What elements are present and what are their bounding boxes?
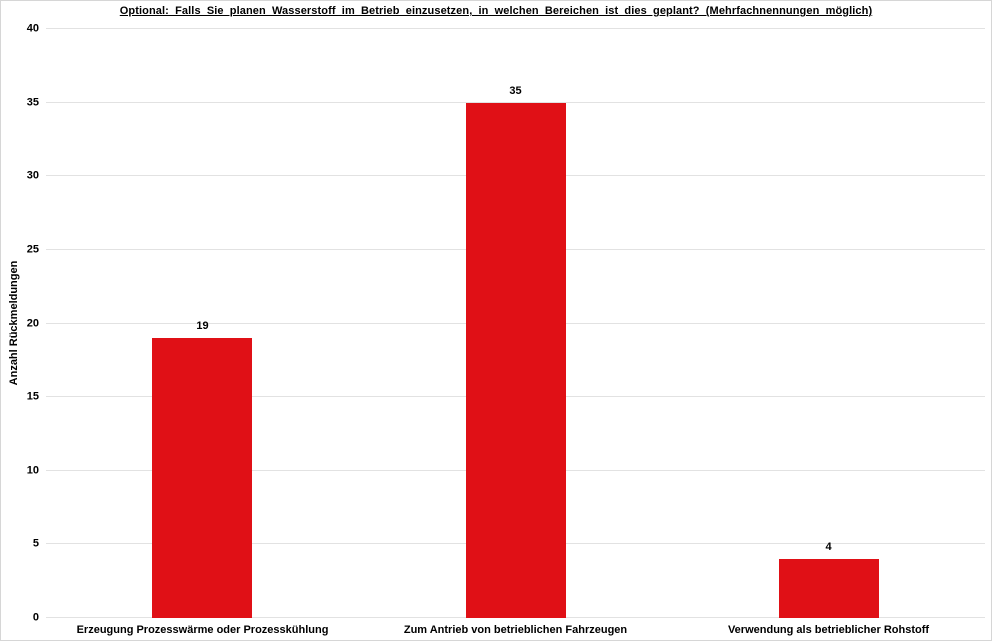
plot-area: 19 35 4	[46, 28, 985, 618]
bar-value-label: 4	[825, 541, 832, 554]
y-tick-label: 30	[26, 169, 39, 182]
bar	[152, 338, 253, 618]
y-tick-label: 0	[32, 611, 39, 624]
bar-value-label: 19	[196, 320, 209, 333]
y-axis-ticks: 0 5 10 15 20 25 30 35 40	[1, 23, 39, 623]
bar	[465, 102, 566, 618]
x-axis-labels: Erzeugung Prozesswärme oder Prozesskühlu…	[46, 618, 985, 640]
y-tick-label: 20	[26, 317, 39, 329]
bar-value-label: 35	[509, 84, 522, 97]
gridline	[46, 101, 985, 103]
chart-title: Optional: Falls Sie planen Wasserstoff i…	[119, 5, 873, 17]
y-tick-label: 10	[26, 464, 39, 477]
x-category-label: Erzeugung Prozesswärme oder Prozesskühlu…	[76, 624, 329, 636]
gridline	[46, 28, 985, 29]
y-tick-label: 35	[26, 96, 39, 109]
y-tick-label: 40	[26, 22, 39, 35]
x-category-label: Zum Antrieb von betrieblichen Fahrzeugen	[403, 624, 628, 636]
bar	[778, 559, 879, 618]
x-category-label: Verwendung als betrieblicher Rohstoff	[727, 624, 930, 636]
y-tick-label: 5	[32, 537, 39, 550]
y-tick-label: 25	[26, 243, 39, 256]
y-tick-label: 15	[26, 390, 39, 403]
